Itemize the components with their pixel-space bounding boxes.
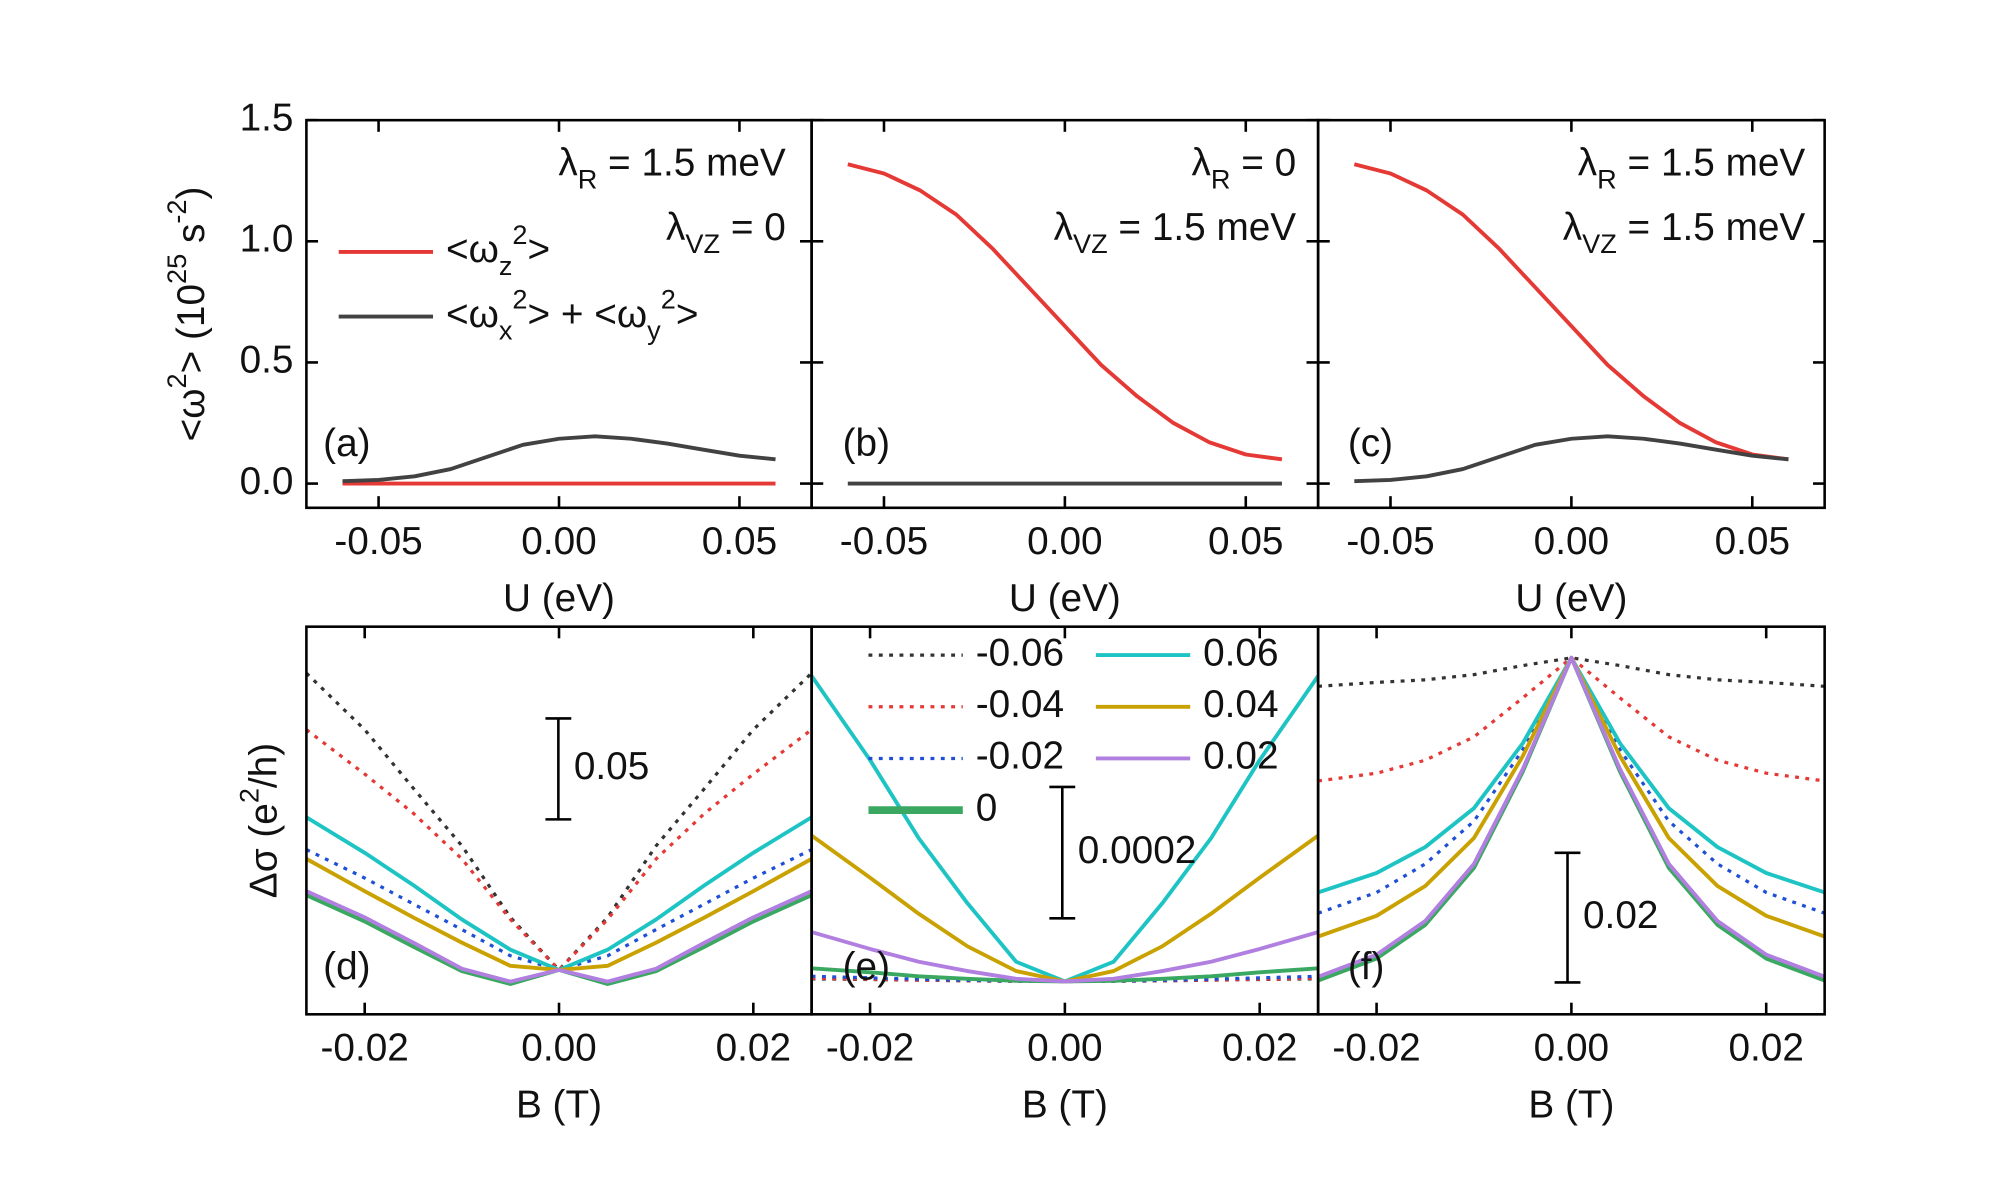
series-line — [1318, 655, 1825, 979]
legend-label: <ωx2> + <ωy2> — [446, 283, 699, 345]
y-tick-label: 0.5 — [240, 339, 294, 382]
y-tick-label: 1.0 — [240, 218, 294, 261]
x-tick-label: 0.05 — [1208, 520, 1283, 563]
annotation: λR = 1.5 meV — [558, 142, 786, 194]
series-line — [1318, 656, 1825, 783]
annotation: (a) — [323, 422, 370, 465]
legend-label: 0 — [976, 786, 998, 829]
x-tick-label: -0.02 — [826, 1027, 914, 1070]
plot-area — [1318, 655, 1825, 983]
x-tick-label: -0.02 — [321, 1027, 409, 1070]
annotation: (d) — [323, 945, 370, 988]
y-tick-label: 1.5 — [240, 96, 294, 139]
legend-label: -0.02 — [976, 735, 1064, 778]
legend-label: 0.04 — [1203, 683, 1278, 726]
x-axis-label: U (eV) — [1515, 577, 1627, 620]
series-line — [306, 815, 812, 972]
series-line — [811, 974, 1319, 984]
x-axis-label: B (T) — [1528, 1084, 1614, 1127]
x-axis-label: B (T) — [1022, 1084, 1108, 1127]
series-line — [306, 848, 812, 972]
annotation: λVZ = 0 — [666, 206, 786, 258]
legend-label: <ωz2> — [446, 219, 550, 281]
series-line — [1318, 655, 1825, 939]
legend-label: 0.06 — [1203, 631, 1278, 674]
annotation: (e) — [843, 945, 890, 988]
x-tick-label: 0.02 — [1728, 1027, 1803, 1070]
plot-area — [342, 434, 776, 486]
annotation: (c) — [1348, 422, 1393, 465]
annotation: λR = 1.5 meV — [1578, 142, 1806, 194]
y-axis-label: Δσ (e2/h) — [233, 743, 286, 898]
legend-label: 0.02 — [1203, 735, 1278, 778]
x-axis-label: U (eV) — [1009, 577, 1121, 620]
series-line — [1318, 655, 1825, 895]
x-tick-label: 0.00 — [521, 520, 596, 563]
x-tick-label: -0.05 — [1346, 520, 1434, 563]
x-tick-label: -0.05 — [334, 520, 422, 563]
series-line — [811, 930, 1319, 984]
x-tick-label: -0.05 — [840, 520, 928, 563]
x-axis-label: B (T) — [516, 1084, 602, 1127]
annotation: λR = 0 — [1191, 142, 1296, 194]
scale-bar-label: 0.05 — [574, 745, 649, 788]
series-line — [306, 728, 812, 972]
legend-label: -0.06 — [976, 631, 1064, 674]
plot-area — [847, 162, 1283, 486]
x-tick-label: 0.00 — [521, 1027, 596, 1070]
series-line — [1318, 655, 1825, 983]
plot-frame — [1316, 625, 1826, 1016]
x-tick-label: 0.00 — [1534, 520, 1609, 563]
x-tick-label: 0.02 — [1222, 1027, 1297, 1070]
x-tick-label: 0.00 — [1027, 520, 1102, 563]
annotation: (b) — [843, 422, 890, 465]
x-tick-label: 0.02 — [716, 1027, 791, 1070]
y-tick-label: 0.0 — [240, 460, 294, 503]
y-axis-label: <ω2> (1025 s-2) — [161, 187, 214, 442]
x-tick-label: 0.05 — [1715, 520, 1790, 563]
plot-area — [306, 671, 812, 986]
series-line — [306, 889, 812, 984]
x-tick-label: 0.05 — [702, 520, 777, 563]
scale-bar-label: 0.02 — [1583, 894, 1658, 937]
annotation: (f) — [1348, 945, 1385, 988]
series-line — [1318, 656, 1825, 915]
annotation: λVZ = 1.5 meV — [1054, 206, 1297, 258]
x-tick-label: 0.00 — [1027, 1027, 1102, 1070]
series-line — [342, 434, 776, 484]
series-line — [1353, 162, 1789, 462]
series-line — [306, 857, 812, 972]
scale-bar-label: 0.0002 — [1078, 829, 1197, 872]
series-line — [1354, 434, 1789, 484]
annotation: λVZ = 1.5 meV — [1563, 206, 1806, 258]
series-line — [847, 162, 1283, 462]
x-axis-label: U (eV) — [503, 577, 615, 620]
x-tick-label: 0.00 — [1534, 1027, 1609, 1070]
legend-label: -0.04 — [976, 683, 1064, 726]
x-tick-label: -0.02 — [1332, 1027, 1420, 1070]
plot-area — [1353, 162, 1789, 484]
